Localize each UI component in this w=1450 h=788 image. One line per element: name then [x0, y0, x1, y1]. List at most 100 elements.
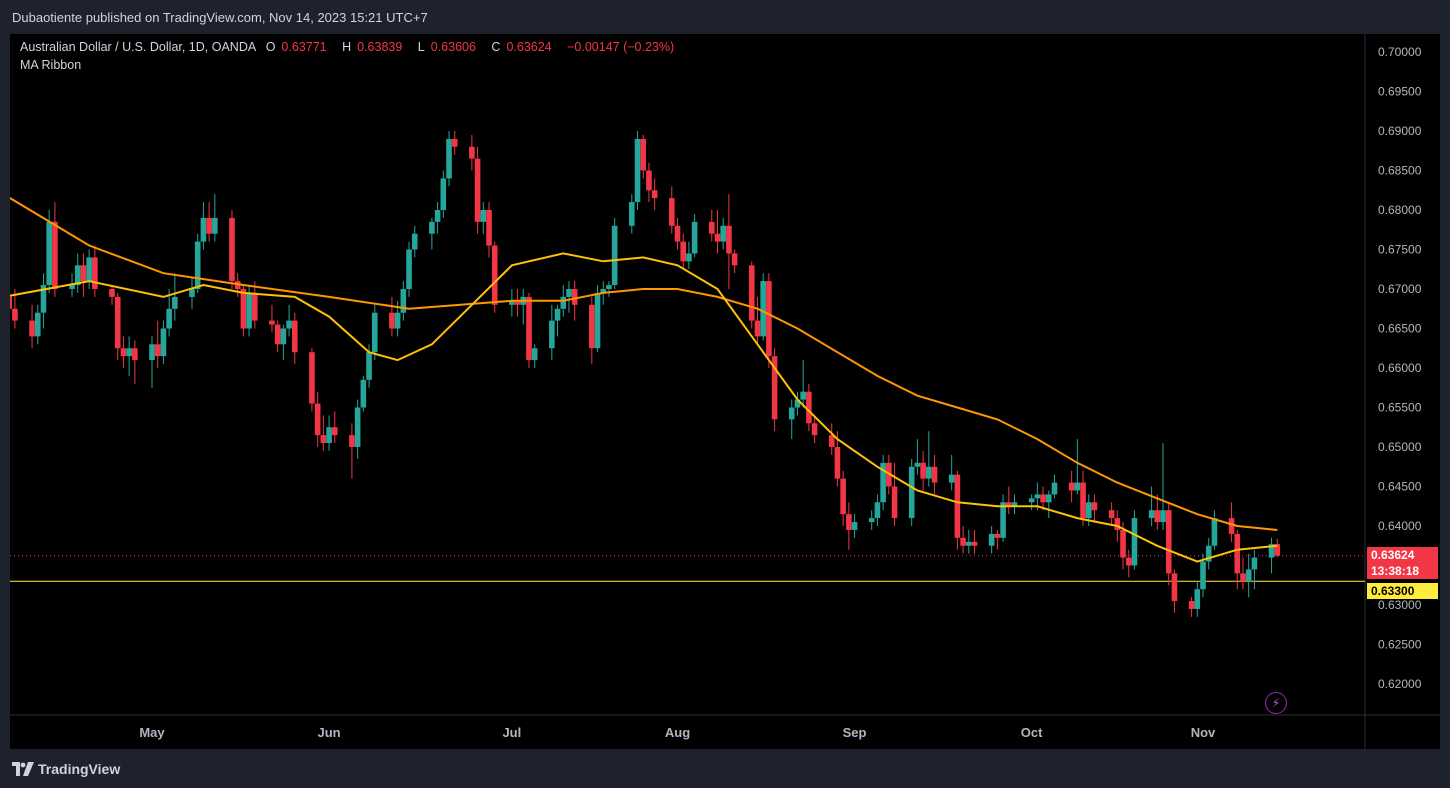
- candle-body: [92, 257, 98, 289]
- candle-body: [594, 292, 601, 349]
- candle-body: [1028, 498, 1035, 503]
- candle-body: [1234, 533, 1241, 574]
- candle-body: [1000, 502, 1006, 538]
- candle-body: [731, 253, 738, 266]
- candle-body: [589, 304, 595, 349]
- y-tick-label: 0.66500: [1378, 322, 1422, 336]
- candle-body: [1068, 482, 1075, 491]
- y-tick-label: 0.69000: [1378, 124, 1422, 138]
- candle-body: [1074, 482, 1081, 491]
- low-label: L: [417, 40, 425, 54]
- candle-body: [771, 356, 778, 420]
- candle-body: [86, 257, 92, 282]
- open-label: O: [265, 40, 276, 54]
- y-tick-label: 0.69500: [1378, 85, 1422, 99]
- candle-body: [988, 533, 995, 546]
- y-tick-label: 0.70000: [1378, 45, 1422, 59]
- candle-body: [560, 296, 567, 309]
- high-value: 0.63839: [357, 40, 403, 54]
- candle-body: [1240, 573, 1246, 582]
- candle-body: [851, 522, 858, 530]
- candle-body: [274, 324, 281, 345]
- candle-body: [149, 344, 155, 361]
- candle-body: [600, 289, 607, 293]
- candle-body: [754, 320, 761, 337]
- candle-body: [846, 514, 852, 530]
- y-tick-label: 0.67500: [1378, 243, 1422, 257]
- candle-body: [920, 462, 926, 479]
- close-value: 0.63624: [506, 40, 552, 54]
- candle-body: [811, 423, 818, 436]
- candle-body: [748, 265, 755, 321]
- brand-name: TradingView: [38, 760, 121, 777]
- candle-body: [474, 158, 481, 222]
- candle-body: [360, 379, 367, 408]
- y-tick-label: 0.62500: [1378, 638, 1422, 652]
- chart-area[interactable]: 0.70000 0.69500 0.69000 0.68500 0.68000 0.675…: [10, 34, 1440, 749]
- candle-body: [446, 138, 452, 179]
- candle-body: [320, 435, 327, 444]
- candle-body: [646, 170, 652, 191]
- x-tick-label: Aug: [665, 725, 690, 740]
- candle-body: [469, 146, 475, 159]
- candle-body: [46, 221, 52, 286]
- candle-body: [800, 391, 806, 400]
- candle-body: [1114, 518, 1121, 530]
- candle-body: [229, 217, 235, 282]
- candle-body: [1040, 494, 1046, 503]
- candle-body: [12, 308, 18, 321]
- candle-body: [160, 328, 167, 357]
- candle-body: [406, 249, 412, 289]
- candle-body: [434, 210, 441, 222]
- candle-body: [1085, 502, 1092, 519]
- open-value: 0.63771: [281, 40, 327, 54]
- candle-body: [154, 344, 161, 357]
- y-tick-label: 0.63000: [1378, 598, 1422, 612]
- candle-body: [948, 474, 955, 483]
- x-tick-label: Sep: [843, 725, 867, 740]
- candle-body: [760, 281, 766, 337]
- publisher-text: Dubaotiente published on TradingView.com…: [12, 9, 428, 25]
- candle-body: [960, 537, 966, 546]
- candle-body: [1251, 557, 1258, 570]
- ohlc-row: Australian Dollar / U.S. Dollar, 1D, OAN…: [20, 40, 680, 54]
- candle-body: [1091, 502, 1098, 511]
- candle-body: [806, 391, 812, 424]
- candle-body: [1165, 510, 1172, 574]
- candle-body: [212, 217, 218, 234]
- candle-body: [514, 300, 521, 305]
- candle-body: [994, 533, 1001, 538]
- candle-body: [926, 466, 932, 479]
- candle-body: [554, 308, 561, 321]
- candle-body: [720, 225, 726, 242]
- indicator-label[interactable]: MA Ribbon: [20, 58, 82, 72]
- candle-body: [1205, 545, 1212, 562]
- candle-body: [651, 190, 658, 199]
- candle-body: [269, 320, 275, 325]
- candle-body: [1080, 482, 1086, 519]
- candle-body: [966, 541, 972, 546]
- brand[interactable]: TradingView: [12, 761, 120, 777]
- symbol-title[interactable]: Australian Dollar / U.S. Dollar, 1D, OAN…: [20, 40, 257, 54]
- candle-body: [440, 178, 447, 210]
- candle-body: [1154, 510, 1161, 523]
- y-tick-label: 0.68500: [1378, 164, 1422, 178]
- candle-body: [189, 289, 195, 297]
- candle-body: [366, 352, 372, 380]
- lightning-bolt-icon[interactable]: ⚡: [1265, 692, 1287, 714]
- candle-body: [240, 289, 247, 329]
- candle-body: [971, 541, 978, 546]
- candle-body: [1045, 494, 1052, 503]
- candle-body: [34, 312, 41, 337]
- candle-body: [680, 241, 687, 262]
- candle-body: [326, 427, 332, 444]
- candle-body: [206, 217, 212, 234]
- price-chart[interactable]: 0.70000 0.69500 0.69000 0.68500 0.68000 0.675…: [10, 34, 1440, 749]
- candle-body: [1160, 510, 1166, 523]
- candle-body: [874, 502, 881, 519]
- change-value: −0.00147 (−0.23%): [567, 40, 675, 54]
- tradingview-logo-icon: [12, 761, 34, 776]
- candle-body: [686, 253, 692, 262]
- candle-body: [629, 202, 635, 226]
- candle-body: [531, 348, 538, 361]
